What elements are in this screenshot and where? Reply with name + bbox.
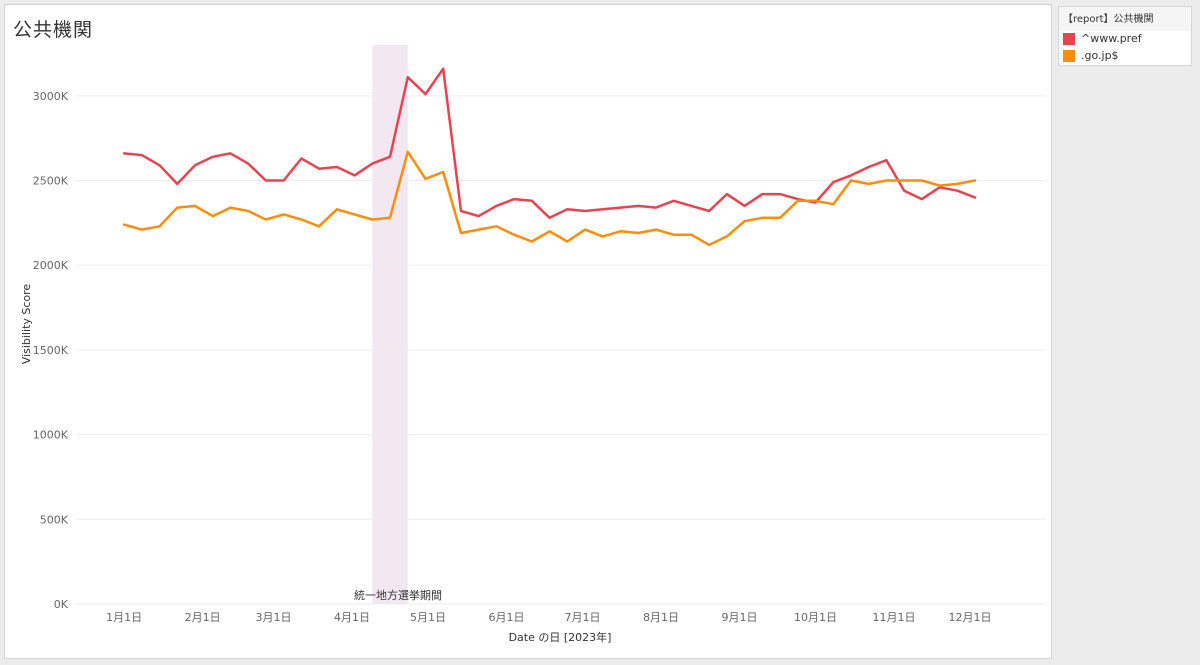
legend-item-go-jp[interactable]: .go.jp$ — [1059, 48, 1191, 65]
x-tick-label: 7月1日 — [565, 611, 601, 624]
x-tick-label: 11月1日 — [873, 611, 916, 624]
election-period-label: 統一地方選挙期間 — [354, 588, 442, 602]
series-line-www-pref — [122, 67, 977, 220]
y-tick-label: 1500K — [33, 344, 69, 357]
x-axis-ticks: 1月1日 2月1日 3月1日 4月1日 5月1日 6月1日 7月1日 8月1日 9月1日 10月1… — [106, 611, 991, 624]
y-axis-ticks: 0K 500K 1000K 1500K 2000K 2500K 3000K — [33, 90, 69, 611]
y-tick-label: 2500K — [33, 175, 69, 188]
legend-label: .go.jp$ — [1081, 49, 1119, 62]
x-tick-label: 3月1日 — [256, 611, 292, 624]
series-line-go-jp — [122, 150, 977, 247]
x-tick-label: 1月1日 — [106, 611, 142, 624]
legend: 【report】公共機関 ^www.pref .go.jp$ — [1058, 6, 1192, 66]
series-lines — [122, 67, 977, 247]
x-tick-label: 6月1日 — [489, 611, 525, 624]
y-tick-label: 1000K — [33, 429, 69, 442]
legend-title: 【report】公共機関 — [1059, 7, 1191, 31]
y-axis-label: Visibility Score — [20, 284, 33, 365]
page-title: 公共機関 — [13, 19, 94, 41]
x-tick-label: 9月1日 — [722, 611, 758, 624]
x-tick-label: 10月1日 — [794, 611, 837, 624]
x-tick-label: 5月1日 — [410, 611, 446, 624]
y-tick-label: 2000K — [33, 259, 69, 272]
legend-item-www-pref[interactable]: ^www.pref — [1059, 31, 1191, 48]
x-axis-label: Date の日 [2023年] — [509, 630, 612, 644]
x-tick-label: 12月1日 — [949, 611, 992, 624]
y-tick-label: 3000K — [33, 90, 69, 103]
line-chart: 統一地方選挙期間 0K 500K 1000K 1500K 2000K 2500K 3000K… — [20, 45, 1046, 644]
y-tick-label: 0K — [54, 598, 69, 611]
legend-swatch-go-jp — [1063, 50, 1075, 62]
gridlines — [76, 95, 1046, 605]
x-tick-label: 2月1日 — [185, 611, 221, 624]
y-tick-label: 500K — [40, 513, 69, 526]
x-tick-label: 8月1日 — [643, 611, 679, 624]
legend-label: ^www.pref — [1081, 32, 1142, 45]
legend-swatch-www-pref — [1063, 33, 1075, 45]
chart-panel: 公共機関 — [4, 4, 1052, 659]
election-period-band — [372, 45, 408, 604]
election-period-band-layer: 統一地方選挙期間 — [354, 45, 442, 604]
x-tick-label: 4月1日 — [334, 611, 370, 624]
